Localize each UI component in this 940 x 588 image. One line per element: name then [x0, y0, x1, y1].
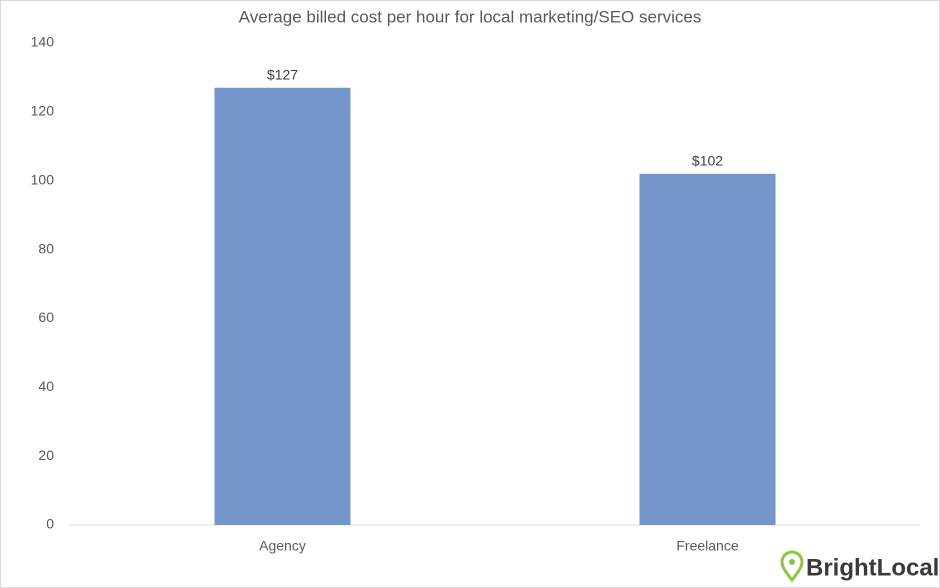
y-tick-label: 0: [46, 516, 54, 532]
y-tick-label: 80: [38, 240, 54, 256]
y-tick-label: 100: [31, 171, 55, 187]
bar: [639, 173, 776, 526]
bar: [214, 87, 351, 525]
logo-icon: [780, 550, 804, 583]
value-label: $102: [692, 153, 723, 169]
y-tick-label: 20: [38, 447, 54, 463]
y-tick-label: 60: [38, 309, 54, 325]
y-tick-label: 40: [38, 378, 54, 394]
logo: BrightLocal: [780, 550, 939, 583]
logo-dot: [789, 559, 795, 565]
y-tick-label: 140: [31, 34, 55, 50]
logo-text: BrightLocal: [806, 554, 939, 581]
y-tick-label: 120: [31, 103, 55, 119]
x-tick-label: Freelance: [676, 538, 738, 554]
chart-title: Average billed cost per hour for local m…: [239, 7, 702, 26]
value-label: $127: [267, 66, 298, 82]
x-tick-label: Agency: [259, 538, 306, 554]
